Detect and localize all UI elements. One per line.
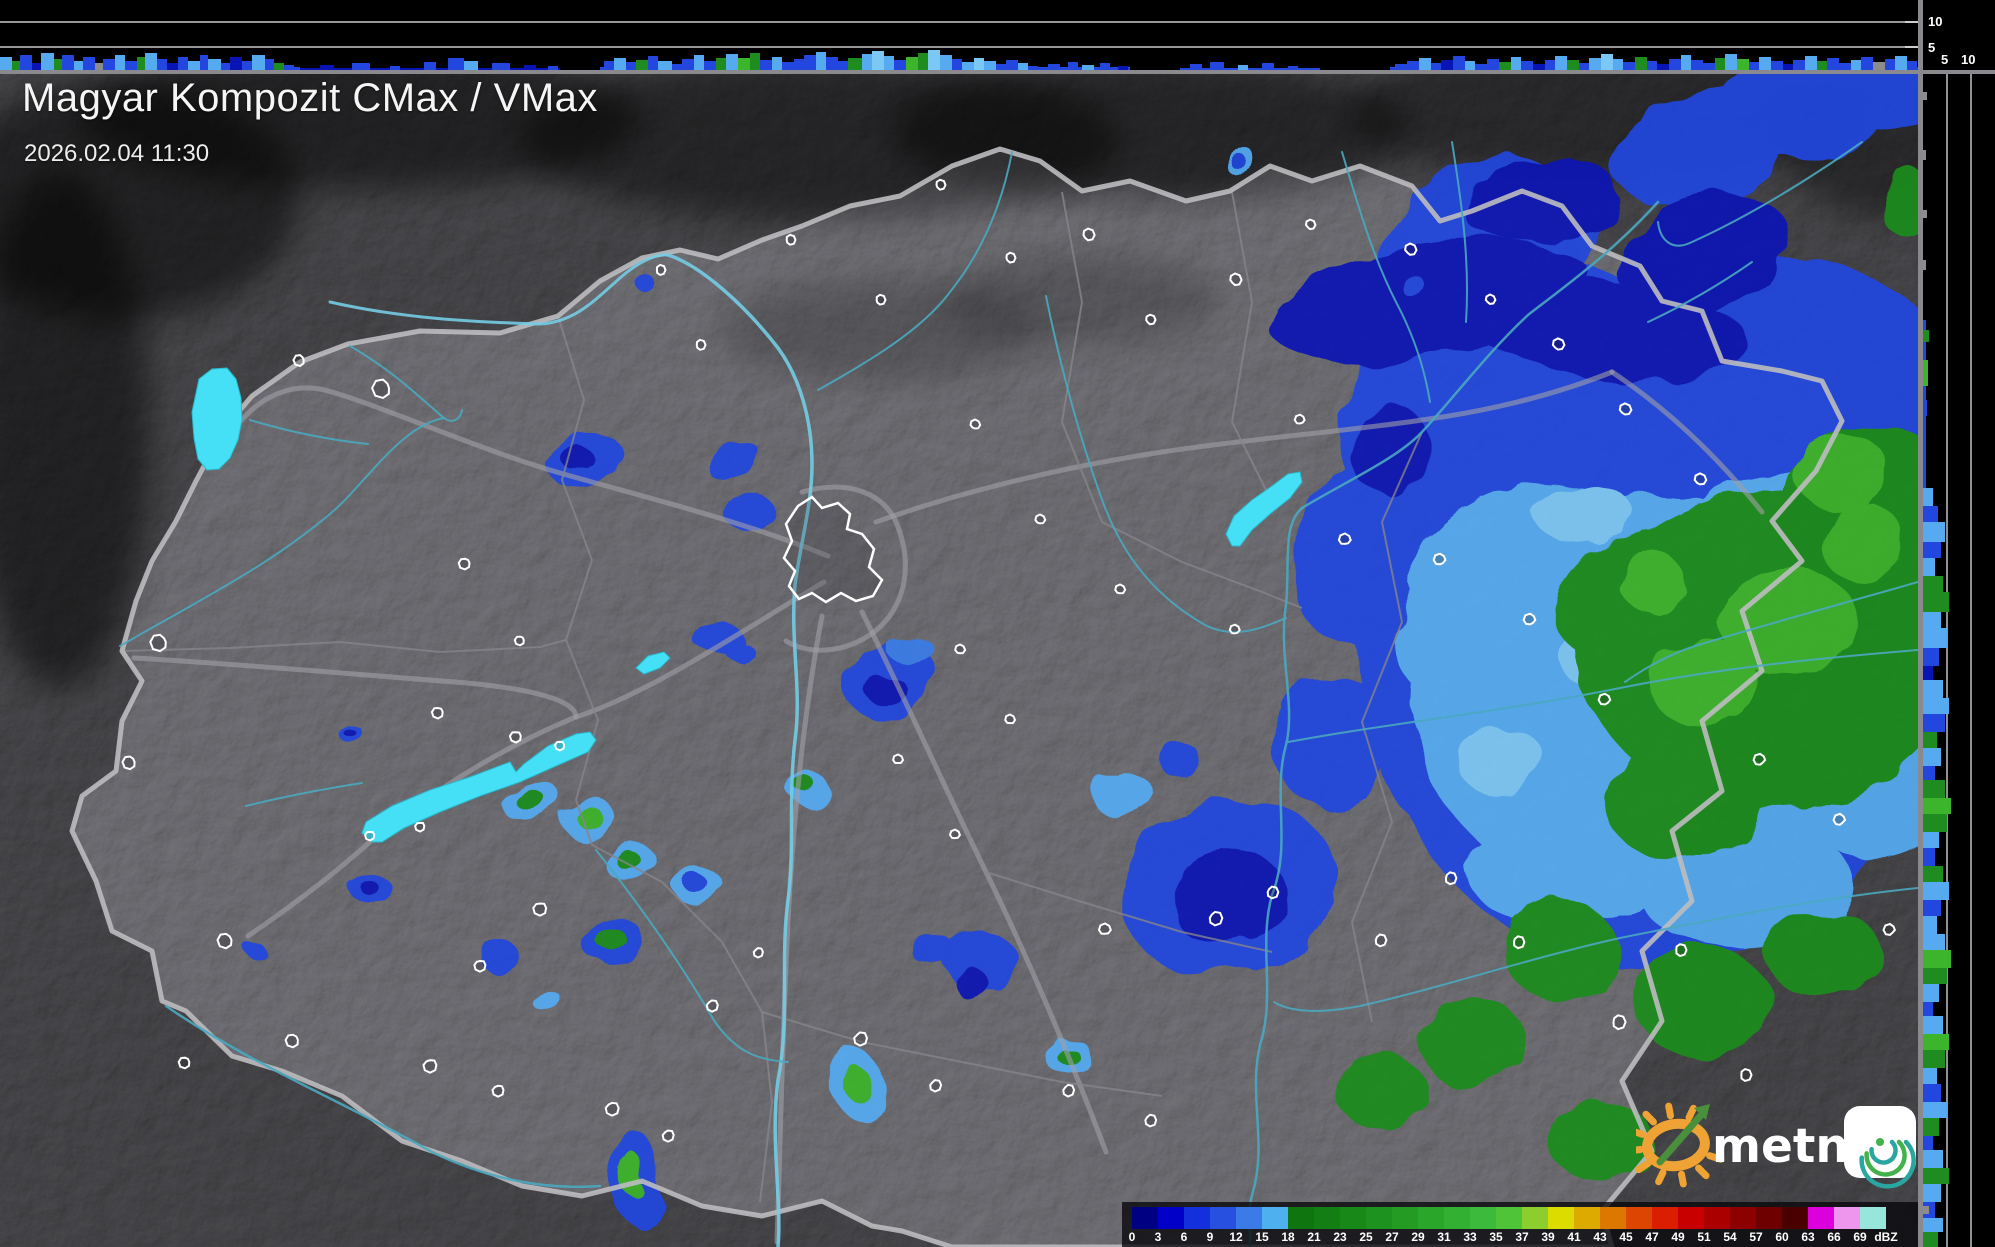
scale-swatch xyxy=(1782,1207,1808,1229)
metnet-app-icon xyxy=(1844,1106,1916,1189)
scale-tick-label: 63 xyxy=(1801,1230,1815,1244)
scale-swatch xyxy=(1262,1207,1288,1229)
scale-swatch xyxy=(1730,1207,1756,1229)
scale-tick-label: 45 xyxy=(1619,1230,1633,1244)
scale-tick-label: dBZ xyxy=(1874,1230,1898,1244)
scale-swatch xyxy=(1210,1207,1236,1229)
scale-tick-labels: 0 3 6 9 12 15 18 21 23 25 27 29 31 33 35 37 39 41 43 45 47 49… xyxy=(1119,1230,1899,1244)
scale-tick-label: 27 xyxy=(1385,1230,1399,1244)
right-axis-tick-10: 10 xyxy=(1961,52,1976,67)
arrow-icon xyxy=(1656,1104,1710,1166)
scale-tick-label: 51 xyxy=(1697,1230,1711,1244)
scale-swatch xyxy=(1158,1207,1184,1229)
reflectivity-scale: 0 3 6 9 12 15 18 21 23 25 27 29 31 33 35 37 39 41 43 45 47 49… xyxy=(1122,1202,1918,1247)
metnet-logo: metnet xyxy=(1625,1096,1920,1196)
precipitation-echoes xyxy=(243,73,1918,1225)
scale-tick-label: 60 xyxy=(1775,1230,1789,1244)
city-outlines xyxy=(121,178,1897,1143)
scale-tick-label: 41 xyxy=(1567,1230,1581,1244)
scale-swatch xyxy=(1444,1207,1470,1229)
scale-tick-label: 21 xyxy=(1307,1230,1321,1244)
scale-swatch xyxy=(1314,1207,1340,1229)
product-title: Magyar Kompozit CMax / VMax xyxy=(22,76,598,120)
scale-tick-label: 47 xyxy=(1645,1230,1659,1244)
scale-swatch xyxy=(1704,1207,1730,1229)
scale-swatch xyxy=(1860,1207,1886,1229)
scale-tick-label: 18 xyxy=(1281,1230,1295,1244)
scale-tick-label: 6 xyxy=(1180,1230,1188,1244)
lakes xyxy=(191,367,1303,843)
axis-corner-box xyxy=(1923,0,1995,70)
scale-swatch xyxy=(1626,1207,1652,1229)
echo-top-profile-vertical xyxy=(1905,0,1995,1247)
country-border xyxy=(69,146,1845,1247)
scale-tick-label: 35 xyxy=(1489,1230,1503,1244)
scale-swatch xyxy=(1600,1207,1626,1229)
scale-tick-label: 31 xyxy=(1437,1230,1451,1244)
scale-swatch xyxy=(1392,1207,1418,1229)
scale-swatch xyxy=(1522,1207,1548,1229)
scale-swatch xyxy=(1678,1207,1704,1229)
scale-tick-label: 0 xyxy=(1128,1230,1136,1244)
scale-swatches xyxy=(1132,1207,1886,1229)
scale-swatch xyxy=(1184,1207,1210,1229)
scale-tick-label: 49 xyxy=(1671,1230,1685,1244)
strip-separator-vertical xyxy=(1918,0,1923,1247)
scale-swatch xyxy=(1574,1207,1600,1229)
scale-tick-label: 3 xyxy=(1154,1230,1162,1244)
scale-tick-label: 37 xyxy=(1515,1230,1529,1244)
top-axis-tick-10: 10 xyxy=(1928,14,1943,29)
scale-swatch xyxy=(1652,1207,1678,1229)
scale-swatch xyxy=(1834,1207,1860,1229)
scale-tick-label: 12 xyxy=(1229,1230,1243,1244)
rivers xyxy=(119,141,1918,1247)
scale-swatch xyxy=(1340,1207,1366,1229)
scale-tick-label: 66 xyxy=(1827,1230,1841,1244)
scale-swatch xyxy=(1496,1207,1522,1229)
scale-swatch xyxy=(1808,1207,1834,1229)
scale-tick-label: 39 xyxy=(1541,1230,1555,1244)
scale-swatch xyxy=(1132,1207,1158,1229)
top-axis-tick-5: 5 xyxy=(1928,40,1936,55)
scale-swatch xyxy=(1756,1207,1782,1229)
scale-tick-label: 69 xyxy=(1853,1230,1867,1244)
scale-tick-label: 25 xyxy=(1359,1230,1373,1244)
county-borders xyxy=(121,191,1423,1203)
right-axis-tick-5: 5 xyxy=(1941,52,1949,67)
scale-swatch xyxy=(1366,1207,1392,1229)
echo-top-profile-horizontal xyxy=(0,0,1918,70)
scale-swatch xyxy=(1470,1207,1496,1229)
scale-swatch xyxy=(1236,1207,1262,1229)
motorways xyxy=(131,369,1765,1245)
scale-tick-label: 33 xyxy=(1463,1230,1477,1244)
scale-tick-label: 9 xyxy=(1206,1230,1214,1244)
scale-tick-label: 15 xyxy=(1255,1230,1269,1244)
scale-tick-label: 29 xyxy=(1411,1230,1425,1244)
timestamp: 2026.02.04 11:30 xyxy=(24,140,210,167)
scale-tick-label: 57 xyxy=(1749,1230,1763,1244)
map-area xyxy=(0,73,1918,1247)
scale-tick-label: 54 xyxy=(1723,1230,1737,1244)
scale-swatch xyxy=(1288,1207,1314,1229)
scale-tick-label: 43 xyxy=(1593,1230,1607,1244)
scale-swatch xyxy=(1548,1207,1574,1229)
strip-separator-horizontal xyxy=(0,70,1995,74)
scale-swatch xyxy=(1418,1207,1444,1229)
scale-tick-label: 23 xyxy=(1333,1230,1347,1244)
